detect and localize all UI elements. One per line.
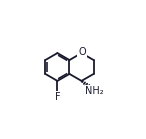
Text: F: F	[55, 92, 60, 102]
Text: NH₂: NH₂	[85, 86, 104, 96]
Text: O: O	[78, 47, 86, 57]
